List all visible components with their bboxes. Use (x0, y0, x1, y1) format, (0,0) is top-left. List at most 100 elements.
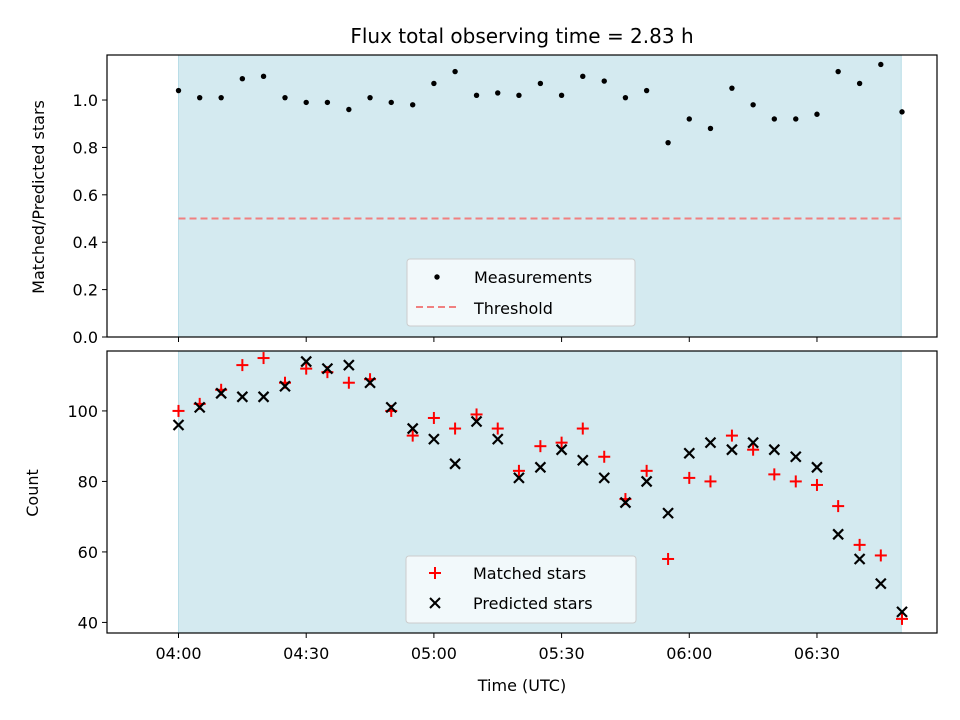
x-axis-label: Time (UTC) (477, 676, 566, 695)
predicted-star-point (896, 606, 908, 618)
predicted-star-point (513, 472, 525, 484)
matched-star-point (449, 422, 462, 435)
matched-star-point (491, 422, 504, 435)
measurement-point (516, 92, 522, 98)
measurement-point (324, 99, 331, 106)
top-legend-box (406, 258, 636, 327)
ytick-label: 0.4 (73, 233, 98, 252)
measurement-point (771, 116, 778, 122)
ytick-label: 0.0 (73, 328, 98, 347)
predicted-star-point (683, 447, 696, 460)
predicted-star-point (321, 362, 334, 375)
predicted-star-point (726, 443, 738, 456)
bottom-axes-frame (106, 350, 938, 634)
bottom-legend: Matched stars Predicted stars (405, 555, 637, 624)
measurement-point (431, 80, 437, 87)
matched-star-point (534, 440, 547, 453)
predicted-star-point (428, 433, 440, 445)
measurement-point (707, 125, 714, 132)
predicted-stars-points (172, 355, 908, 618)
measurement-point (346, 106, 352, 113)
ytick-label: 1.0 (73, 91, 98, 110)
ytick-label: 0.2 (73, 281, 98, 300)
measurement-point (388, 99, 394, 106)
measurement-point (558, 92, 565, 98)
predicted-star-point (470, 415, 483, 428)
matched-star-point (342, 376, 355, 389)
predicted-star-point (385, 401, 398, 414)
bottom-xticks: 04:00 04:30 05:00 05:30 06:00 06:30 (155, 633, 840, 663)
top-legend: Measurements Threshold (406, 258, 636, 327)
legend-measurements-label: Measurements (474, 268, 592, 287)
matched-star-point (576, 422, 589, 435)
predicted-star-point (704, 436, 717, 449)
bottom-legend-box (405, 555, 637, 624)
matched-star-point (512, 464, 525, 477)
predicted-star-point (619, 496, 632, 509)
predicted-star-point (193, 401, 206, 414)
measurement-point (452, 68, 458, 75)
measurement-point (367, 94, 373, 101)
predicted-star-point (279, 380, 291, 393)
matched-star-point (555, 436, 568, 449)
measurement-point (665, 139, 671, 146)
predicted-star-point (768, 443, 781, 456)
measurement-point (409, 102, 416, 108)
matched-star-point (874, 549, 887, 562)
matched-star-point (768, 468, 781, 481)
predicted-star-point (747, 436, 759, 449)
ytick-label: 60 (78, 543, 98, 562)
predicted-star-point (577, 454, 589, 467)
predicted-star-point (811, 461, 823, 474)
measurement-point (175, 87, 182, 94)
matched-star-point (300, 362, 313, 375)
measurement-point (835, 68, 841, 75)
ytick-label: 100 (67, 402, 98, 421)
predicted-star-point (875, 577, 887, 590)
legend-predicted-label: Predicted stars (473, 594, 593, 613)
measurement-point (814, 111, 820, 117)
xtick-label: 06:30 (794, 644, 840, 663)
measurement-point (239, 75, 246, 82)
xtick-label: 05:30 (539, 644, 585, 663)
legend-predicted-marker (429, 597, 441, 609)
predicted-star-point (640, 475, 653, 488)
ytick-label: 0.8 (73, 138, 98, 157)
measurement-point (643, 87, 650, 94)
predicted-star-point (853, 553, 866, 565)
xtick-label: 04:00 (155, 644, 201, 663)
predicted-star-point (789, 450, 802, 463)
predicted-star-point (343, 359, 355, 371)
xtick-label: 05:00 (411, 644, 457, 663)
matched-star-point (789, 475, 802, 488)
matched-star-point (704, 475, 717, 488)
predicted-star-point (449, 458, 461, 470)
measurement-point (495, 90, 501, 96)
ytick-label: 40 (78, 613, 98, 632)
measurement-point (580, 73, 586, 80)
measurement-point (793, 116, 799, 122)
top-axes-frame (106, 54, 938, 338)
top-y-axis-label: Matched/Predicted stars (29, 100, 48, 294)
legend-measurements-marker (434, 274, 440, 280)
predicted-star-point (555, 443, 568, 456)
measurement-point (473, 92, 480, 98)
matched-star-point (236, 359, 249, 372)
measurement-point (537, 80, 544, 87)
measurement-point (750, 102, 756, 108)
legend-matched-marker (429, 567, 441, 579)
predicted-star-point (832, 528, 844, 541)
measurement-point (260, 73, 267, 80)
measurement-point (282, 94, 288, 101)
matched-star-point (598, 450, 611, 463)
xtick-label: 06:00 (666, 644, 712, 663)
matched-star-point (853, 538, 866, 551)
measurement-point (856, 80, 863, 87)
matched-star-point (406, 429, 419, 442)
matched-star-point (896, 612, 909, 625)
matched-star-point (810, 478, 823, 491)
measurement-point (878, 61, 884, 68)
legend-matched-label: Matched stars (473, 564, 586, 583)
predicted-star-point (236, 391, 249, 403)
